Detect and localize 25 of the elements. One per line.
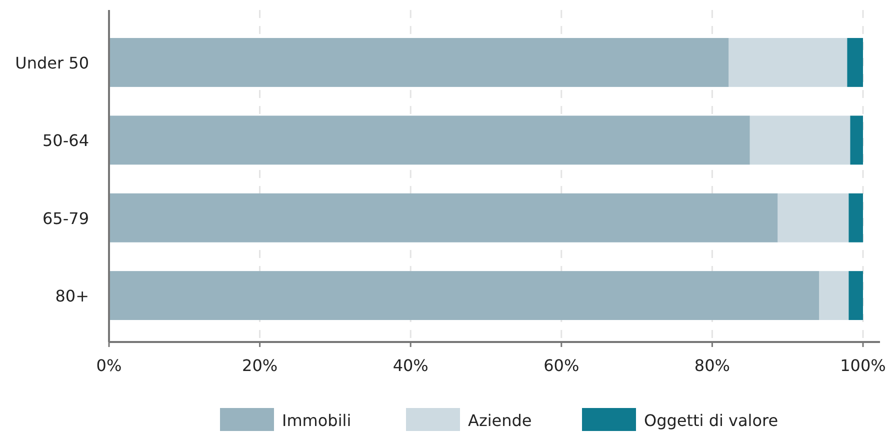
x-tick-label: 20% <box>242 356 278 375</box>
bar <box>847 38 863 87</box>
bar <box>109 271 820 320</box>
x-tick-label: 40% <box>392 356 428 375</box>
bar <box>109 116 750 165</box>
bar <box>750 116 850 165</box>
y-tick-label: 50-64 <box>42 131 89 150</box>
legend-label: Aziende <box>468 411 532 430</box>
x-tick-label: 60% <box>544 356 580 375</box>
bar <box>848 271 863 320</box>
x-tick-label: 0% <box>96 356 122 375</box>
legend-label: Oggetti di valore <box>644 411 778 430</box>
bar <box>850 116 863 165</box>
bar <box>778 193 849 242</box>
bar <box>819 271 849 320</box>
bar <box>728 38 848 87</box>
y-tick-label: Under 50 <box>15 53 89 72</box>
legend-label: Immobili <box>282 411 352 430</box>
x-tick-label: 80% <box>694 356 730 375</box>
bar <box>109 193 778 242</box>
y-tick-label: 80+ <box>55 286 89 306</box>
y-tick-label: 65-79 <box>42 208 89 228</box>
bar <box>848 193 863 242</box>
bar <box>109 38 729 87</box>
x-tick-label: 100% <box>840 356 886 375</box>
